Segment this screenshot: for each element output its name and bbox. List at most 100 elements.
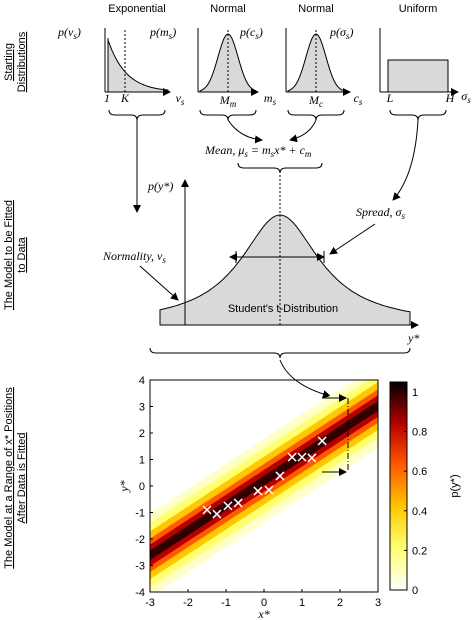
prior-x-label-part: s (467, 95, 471, 105)
prior-y-label-part: s (346, 31, 350, 41)
prior-x-label: K (120, 91, 130, 105)
prior-x-label-part: s (181, 97, 185, 107)
section-label: After Data is Fitted (16, 432, 28, 523)
prior-title: Normal (298, 3, 333, 15)
x-axis-label: x* (257, 607, 269, 620)
prior-curve (107, 38, 169, 93)
colorbar-tick-label: 0 (412, 585, 418, 597)
section-label: The Model at a Range of x* Positions (3, 387, 15, 569)
prior-x-label-part: K (120, 91, 130, 105)
x-tick-label: 1 (299, 597, 305, 609)
prior-x-label: Mm (219, 93, 237, 109)
colorbar (389, 381, 408, 591)
section-label: The Model to be Fitted (3, 200, 15, 310)
x-tick-label: -2 (183, 597, 193, 609)
colorbar-label: p(y*) (449, 474, 461, 497)
mean-label-part: s (244, 149, 248, 159)
student-t-curve (159, 214, 411, 326)
mean-label-part: x* + c (273, 143, 305, 157)
y-tick-label: -2 (135, 534, 145, 546)
data-point (202, 505, 212, 515)
y-tick-label: -3 (135, 561, 145, 573)
prior-curve (287, 33, 349, 93)
prior-x-label: H (445, 91, 456, 105)
prior-x-label: σs (461, 89, 471, 105)
prior-x-label: L (386, 91, 394, 105)
spread-label-part: Spread, σ (356, 205, 403, 219)
prior-x-label: 1 (104, 91, 110, 105)
prior-x-label-part: c (354, 91, 360, 105)
prior-y-label-part: s (169, 31, 173, 41)
brace (237, 162, 323, 174)
colorbar-tick-label: 0.8 (412, 427, 427, 439)
arrow (139, 265, 179, 301)
x-tick-label: 0 (261, 597, 267, 609)
spread-label-part: s (401, 211, 405, 221)
prior-x-label-part: m (264, 91, 273, 105)
prior-x-label: ms (264, 91, 277, 107)
normality-label-part: Normality, ν (102, 249, 163, 263)
normality-label: Normality, νs (102, 249, 166, 265)
data-point (287, 452, 297, 462)
y-tick-label: 3 (139, 402, 145, 414)
prior-x-label: cs (354, 91, 363, 107)
data-point (275, 471, 285, 481)
mean-label-part: Mean, μ (204, 143, 244, 157)
section-label: Starting (3, 43, 15, 81)
content: Starting Distributions The Model to be Fit… (3, 3, 471, 620)
distribution-title: Student's t-Distribution (228, 303, 338, 315)
brace (389, 109, 447, 121)
prior-y-label-part: ) (258, 25, 263, 39)
prior-y-label-part: s (255, 31, 259, 41)
data-point (253, 486, 263, 496)
distribution-x-label: y* (407, 331, 419, 345)
prior-x-label-part: ν (176, 91, 182, 105)
mean-label: Mean, μs = msx* + cm (204, 143, 312, 159)
y-tick-label: 2 (139, 428, 145, 440)
prior-y-label-part: p(m (149, 25, 169, 39)
prior-x-label-part: σ (461, 89, 468, 103)
prior-y-label: p(cs) (239, 25, 263, 41)
prior-y-label-part: p(ν (57, 25, 74, 39)
x-tick-label: 3 (375, 597, 381, 609)
density-band (150, 380, 378, 592)
arrow (279, 359, 331, 398)
prior-curve (387, 59, 449, 93)
colorbar-tick-label: 0.2 (412, 545, 427, 557)
prior-y-label-part: ) (348, 25, 353, 39)
arrow (392, 119, 419, 201)
x-tick-label: -3 (145, 597, 155, 609)
prior-x-label-part: s (359, 97, 363, 107)
prior-y-label-part: ) (171, 25, 176, 39)
y-tick-label: -1 (135, 508, 145, 520)
y-tick-label: 1 (139, 455, 145, 467)
prior-x-label: Mc (308, 93, 323, 109)
normality-label-part: s (162, 255, 166, 265)
mean-label-part: s (271, 149, 275, 159)
prior-x-label-part: M (308, 93, 320, 107)
y-tick-label: -4 (135, 587, 145, 599)
prior-x-label-part: c (319, 99, 323, 109)
x-tick-label: -1 (221, 597, 231, 609)
prior-x-label-part: 1 (104, 91, 110, 105)
colorbar-tick-label: 0.4 (412, 506, 427, 518)
data-point (233, 498, 243, 508)
prior-y-label-part: p(σ (329, 25, 347, 39)
spread-label: Spread, σs (356, 205, 405, 221)
colorbar-tick-label: 1 (412, 387, 418, 399)
prior-x-label-part: L (386, 91, 394, 105)
data-point (212, 509, 222, 519)
density-layer (150, 401, 378, 561)
mean-label-part: = m (248, 143, 271, 157)
prior-x-label-part: M (219, 93, 231, 107)
brace (199, 109, 257, 121)
y-axis-label: y* (117, 480, 131, 492)
data-point (307, 453, 317, 463)
prior-title: Uniform (399, 3, 438, 15)
section-label: to Data (16, 236, 28, 272)
prior-title: Exponential (108, 3, 166, 15)
mean-label-part: m (305, 149, 312, 159)
prior-y-label: p(σs) (329, 25, 353, 41)
y-tick-label: 0 (139, 481, 145, 493)
